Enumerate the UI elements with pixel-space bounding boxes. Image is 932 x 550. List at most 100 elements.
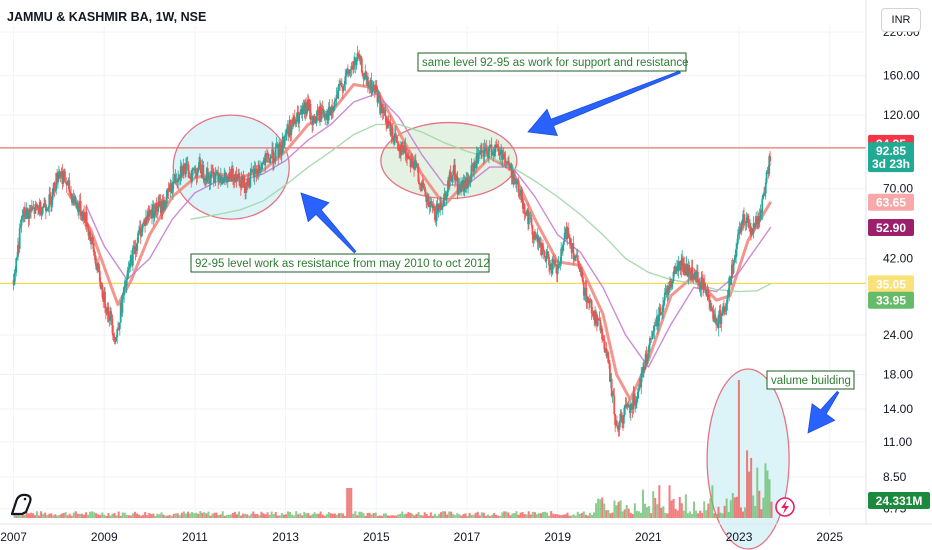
candle-body — [87, 226, 90, 236]
volume-bar — [495, 514, 498, 518]
volume-bar — [146, 515, 149, 518]
volume-bar — [752, 495, 755, 518]
lightning-icon[interactable] — [775, 497, 795, 517]
candle-body — [79, 200, 82, 216]
candle-body — [674, 266, 677, 274]
candle-body — [111, 314, 113, 326]
candle-body — [709, 302, 711, 307]
price-badge-ma-mid: 52.90 — [868, 219, 914, 237]
annotation-box — [417, 52, 687, 72]
candle-body — [736, 234, 739, 244]
volume-bar — [625, 505, 628, 518]
candle-body — [428, 205, 431, 208]
currency-selector[interactable]: INR — [881, 8, 921, 32]
candle-body — [568, 235, 570, 239]
volume-bar — [168, 515, 171, 518]
volume-bar — [450, 511, 453, 518]
candle-body — [434, 206, 436, 220]
volume-bar — [278, 515, 281, 518]
volume-bar — [44, 512, 47, 518]
annotation-support-resistance[interactable]: same level 92-95 as work for support and… — [417, 52, 689, 72]
tradingview-logo-icon[interactable] — [10, 493, 32, 516]
annotation-volume-building[interactable]: valume building — [766, 370, 855, 390]
volume-bar — [154, 515, 157, 518]
candle-body — [41, 208, 44, 215]
candle-body — [485, 147, 488, 152]
candle-body — [743, 214, 745, 222]
candle-body — [77, 208, 80, 213]
volume-bar — [409, 512, 412, 518]
volume-bar — [656, 504, 659, 518]
volume-bar — [564, 514, 567, 518]
volume-bar — [101, 512, 104, 518]
candle-body — [523, 204, 526, 214]
volume-bar — [699, 510, 702, 518]
volume-bar — [344, 515, 347, 518]
candle-body — [91, 237, 94, 244]
volume-bar — [705, 510, 708, 518]
volume-bar — [178, 515, 181, 518]
volume-bar — [558, 514, 561, 518]
volume-bar — [419, 514, 422, 518]
candle-body — [557, 264, 560, 267]
candle-body — [636, 399, 638, 402]
candle-body — [187, 165, 190, 178]
volume-bar — [484, 515, 487, 518]
volume-bar — [311, 514, 314, 518]
time-axis: 2007 2009 2011 2013 2015 2017 2019 2021 … — [0, 530, 843, 544]
volume-bar — [342, 513, 345, 518]
volume-bar — [417, 512, 420, 518]
candle-body — [747, 215, 750, 227]
annotation-arrow — [527, 70, 681, 136]
candle-body — [451, 175, 454, 182]
volume-bar — [644, 503, 647, 518]
candle-body — [736, 243, 738, 249]
annotation-text: 92-95 level work as resistance from may … — [195, 258, 490, 270]
candle-body — [68, 180, 71, 192]
candle-body — [396, 142, 399, 144]
candle-body — [298, 115, 301, 124]
candle-body — [411, 159, 414, 162]
volume-bar — [668, 485, 671, 518]
volume-bar — [560, 515, 563, 518]
volume-bar — [284, 514, 287, 518]
volume-bar — [15, 515, 18, 518]
candle-body — [521, 189, 523, 202]
candle-body — [20, 218, 23, 227]
candle-body — [391, 125, 394, 136]
annotation-resistance-2010-2012[interactable]: 92-95 level work as resistance from may … — [190, 253, 490, 273]
candle-body — [556, 266, 559, 275]
candle-body — [299, 112, 301, 116]
candle-body — [708, 299, 711, 303]
volume-bar — [637, 511, 640, 518]
volume-bar — [478, 515, 481, 518]
candle-body — [660, 312, 663, 315]
volume-bars — [13, 380, 773, 518]
candle-body — [346, 68, 348, 74]
candle-body — [26, 208, 29, 211]
candle-body — [726, 296, 729, 304]
candle-body — [651, 333, 654, 339]
volume-bar — [340, 513, 343, 518]
candle-body — [51, 188, 54, 200]
volume-bar — [682, 510, 685, 518]
candle-body — [560, 248, 563, 262]
candle-body — [446, 192, 449, 197]
volume-bar — [764, 463, 767, 518]
candle-body — [527, 209, 529, 225]
candle-body — [118, 328, 120, 330]
volume-bar — [686, 513, 689, 518]
candle-body — [661, 311, 664, 313]
candle-body — [206, 168, 209, 180]
x-tick-label: 2019 — [544, 530, 571, 544]
candle-body — [75, 203, 78, 205]
volume-bar — [639, 512, 642, 518]
candle-body — [317, 109, 320, 114]
candle-body — [698, 284, 701, 290]
candle-body — [710, 306, 713, 311]
candle-body — [285, 134, 287, 135]
volume-bar — [378, 515, 381, 518]
